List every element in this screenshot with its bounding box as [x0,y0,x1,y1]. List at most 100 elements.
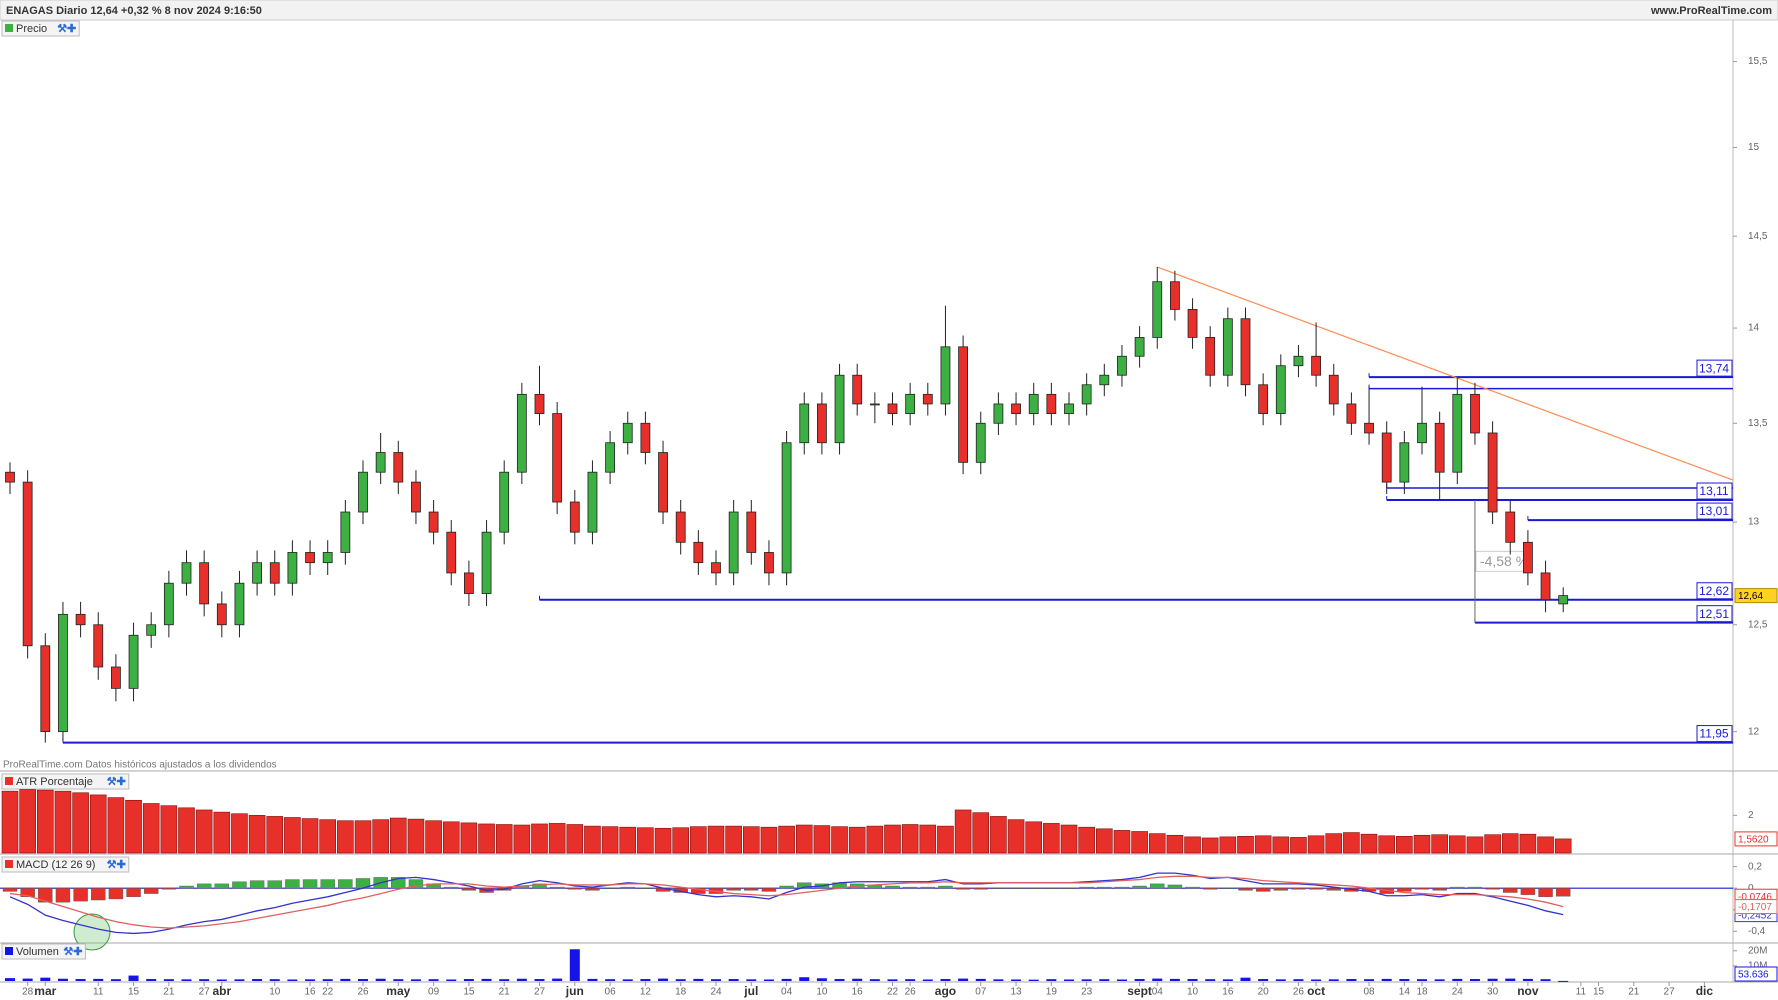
candle-body [605,442,615,473]
bar [178,807,195,854]
bar [1064,979,1074,981]
bar [975,978,986,981]
bar [1522,978,1533,981]
histogram-bar [902,886,918,889]
x-tick-label: 11 [93,987,104,998]
bar [1166,834,1184,854]
x-tick-label: abr [212,984,231,998]
bar [725,825,742,854]
histogram-bar [1326,887,1341,891]
candle-body [711,562,721,574]
histogram-bar [1167,884,1183,889]
bar [340,978,351,981]
candle-body [252,562,263,584]
y-tick-label: 12,5 [1748,619,1768,630]
bar [125,799,142,854]
last-value-box [1734,966,1778,982]
bar [1201,837,1219,854]
x-tick-label: 28 [22,987,34,998]
candle-body [75,613,86,626]
bar [110,979,121,981]
bar [587,978,598,981]
y-tick-label: 20M [1748,945,1767,956]
candle-body [552,413,563,503]
bar [711,979,721,981]
candle-body [40,645,51,733]
bar [1275,979,1286,981]
histogram-bar [1467,886,1483,889]
bar [1025,821,1042,854]
candle-body [728,511,739,574]
bar [1484,834,1501,854]
bar [1,790,19,854]
bar [866,825,884,854]
candle-body [463,572,474,594]
bar [1152,978,1163,981]
bar [393,979,404,981]
histogram-bar [920,886,935,889]
bar [922,979,933,981]
histogram-bar [991,887,1006,889]
bar [940,979,951,981]
histogram-bar [1255,887,1271,892]
histogram-bar [1097,886,1112,889]
candle-body [375,452,386,473]
x-tick-label: jun [565,984,584,998]
candle-body [746,511,757,553]
histogram-bar [1308,887,1324,890]
histogram-bar [955,887,971,890]
x-tick-label: 06 [605,987,617,998]
candle-body [1240,318,1251,386]
level-label-box [1696,605,1733,623]
x-tick-label: 19 [1046,987,1058,998]
bar [463,979,474,981]
trendline [1157,266,1734,481]
bar [372,819,389,854]
x-tick-label: 30 [1487,987,1499,998]
bar [1169,978,1180,981]
bar [1519,833,1537,854]
candle-body [1099,374,1110,386]
candle-body [1258,384,1269,414]
bar [319,819,337,854]
level-label-box [1696,725,1733,743]
x-tick-label: 21 [163,987,175,998]
histogram-bar [302,879,318,889]
candle-body [658,452,668,513]
candle-body [428,511,439,533]
x-tick-label: 27 [534,987,546,998]
bar [284,817,301,854]
candle-body [569,501,580,533]
candle-body [1417,422,1427,444]
bar [1043,823,1060,854]
candle-body [1487,432,1498,513]
level-label: 13,74 [1699,361,1729,375]
bar [619,826,637,854]
bar [566,824,584,854]
bar [852,978,863,981]
level-label-box [1696,502,1733,520]
bar [1378,835,1395,854]
bar [1328,979,1339,981]
bar [1096,828,1113,854]
bar [1487,978,1498,981]
histogram-bar [320,879,335,889]
bar [337,820,354,854]
bar [5,978,15,981]
last-value-label: -0,1707 [1738,902,1772,913]
histogram-bar [91,887,106,901]
candle-body [1152,281,1163,338]
y-tick-label: 14,5 [1748,231,1768,242]
candle-body [1346,403,1357,424]
histogram-bar [549,886,565,889]
candle-body [799,403,810,444]
bar [1046,979,1057,981]
bar [428,979,439,981]
level-label-box [1696,582,1733,600]
bar [622,979,633,981]
x-tick-label: 04 [781,987,793,998]
x-tick-label: 10 [269,987,281,998]
histogram-bar [38,887,53,903]
bar [693,978,704,981]
bar [778,825,795,854]
